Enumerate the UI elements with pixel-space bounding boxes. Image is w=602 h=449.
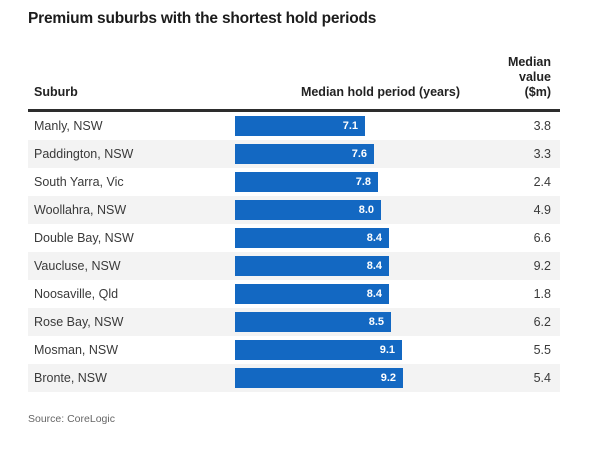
hold-period-bar: 9.2	[235, 368, 403, 388]
hold-period-value-label: 8.5	[368, 316, 384, 328]
table-row: Rose Bay, NSW 8.5 6.2	[28, 308, 560, 336]
hold-period-value-label: 8.4	[366, 288, 382, 300]
hold-period-bar-cell: 8.4	[235, 280, 460, 308]
hold-period-bar: 8.4	[235, 256, 389, 276]
table-row: Noosaville, Qld 8.4 1.8	[28, 280, 560, 308]
median-value-cell: 6.2	[533, 315, 551, 329]
median-value-cell: 6.6	[533, 231, 551, 245]
hold-period-bar: 9.1	[235, 340, 402, 360]
source-note: Source: CoreLogic	[28, 413, 115, 425]
median-value-cell: 4.9	[533, 203, 551, 217]
table-row: Manly, NSW 7.1 3.8	[28, 112, 560, 140]
hold-period-bar-cell: 8.0	[235, 196, 460, 224]
hold-period-bar: 8.4	[235, 284, 389, 304]
hold-period-value-label: 7.8	[355, 176, 371, 188]
hold-period-value-label: 8.4	[366, 232, 382, 244]
hold-period-bar-cell: 9.2	[235, 364, 460, 392]
median-value-cell: 1.8	[533, 287, 551, 301]
hold-period-bar: 7.8	[235, 172, 378, 192]
chart-title: Premium suburbs with the shortest hold p…	[28, 10, 377, 27]
median-value-cell: 5.4	[533, 371, 551, 385]
hold-period-bar-cell: 8.4	[235, 224, 460, 252]
hold-period-bar-cell: 8.5	[235, 308, 460, 336]
hold-period-value-label: 8.0	[358, 204, 374, 216]
hold-period-bar: 8.4	[235, 228, 389, 248]
table-row: Paddington, NSW 7.6 3.3	[28, 140, 560, 168]
table-row: Bronte, NSW 9.2 5.4	[28, 364, 560, 392]
suburb-cell: Rose Bay, NSW	[34, 315, 124, 329]
table-body: Manly, NSW 7.1 3.8 Paddington, NSW 7.6 3.3 Sou…	[28, 112, 560, 392]
hold-period-bar-cell: 7.6	[235, 140, 460, 168]
hold-period-bar: 7.6	[235, 144, 374, 164]
column-header-median-value: Median value ($m)	[507, 55, 551, 99]
chart-card: Premium suburbs with the shortest hold p…	[28, 0, 560, 425]
suburb-cell: Bronte, NSW	[34, 371, 107, 385]
hold-period-value-label: 8.4	[366, 260, 382, 272]
table-row: Vaucluse, NSW 8.4 9.2	[28, 252, 560, 280]
suburb-cell: Manly, NSW	[34, 119, 103, 133]
hold-period-bar: 7.1	[235, 116, 365, 136]
suburb-cell: Vaucluse, NSW	[34, 259, 121, 273]
hold-period-value-label: 7.1	[342, 120, 358, 132]
suburb-cell: Double Bay, NSW	[34, 231, 134, 245]
suburb-cell: Noosaville, Qld	[34, 287, 119, 301]
table-row: Mosman, NSW 9.1 5.5	[28, 336, 560, 364]
suburb-cell: Mosman, NSW	[34, 343, 119, 357]
column-header-suburb: Suburb	[34, 85, 78, 99]
table-row: Woollahra, NSW 8.0 4.9	[28, 196, 560, 224]
table-header: Suburb Median hold period (years) Median…	[28, 55, 560, 112]
hold-period-value-label: 9.1	[379, 344, 395, 356]
median-value-cell: 5.5	[533, 343, 551, 357]
hold-period-bar-cell: 7.8	[235, 168, 460, 196]
suburb-cell: Woollahra, NSW	[34, 203, 127, 217]
hold-period-bar-cell: 7.1	[235, 112, 460, 140]
median-value-cell: 9.2	[533, 259, 551, 273]
table-row: South Yarra, Vic 7.8 2.4	[28, 168, 560, 196]
hold-period-bar-cell: 8.4	[235, 252, 460, 280]
hold-period-bar-cell: 9.1	[235, 336, 460, 364]
median-value-cell: 3.3	[533, 147, 551, 161]
hold-period-bar: 8.0	[235, 200, 381, 220]
suburb-cell: Paddington, NSW	[34, 147, 134, 161]
median-value-cell: 3.8	[533, 119, 551, 133]
hold-period-value-label: 7.6	[351, 148, 367, 160]
column-header-hold-period: Median hold period (years)	[300, 85, 460, 99]
median-value-cell: 2.4	[533, 175, 551, 189]
table-row: Double Bay, NSW 8.4 6.6	[28, 224, 560, 252]
hold-period-value-label: 9.2	[380, 372, 396, 384]
hold-period-bar: 8.5	[235, 312, 391, 332]
suburb-cell: South Yarra, Vic	[34, 175, 124, 189]
